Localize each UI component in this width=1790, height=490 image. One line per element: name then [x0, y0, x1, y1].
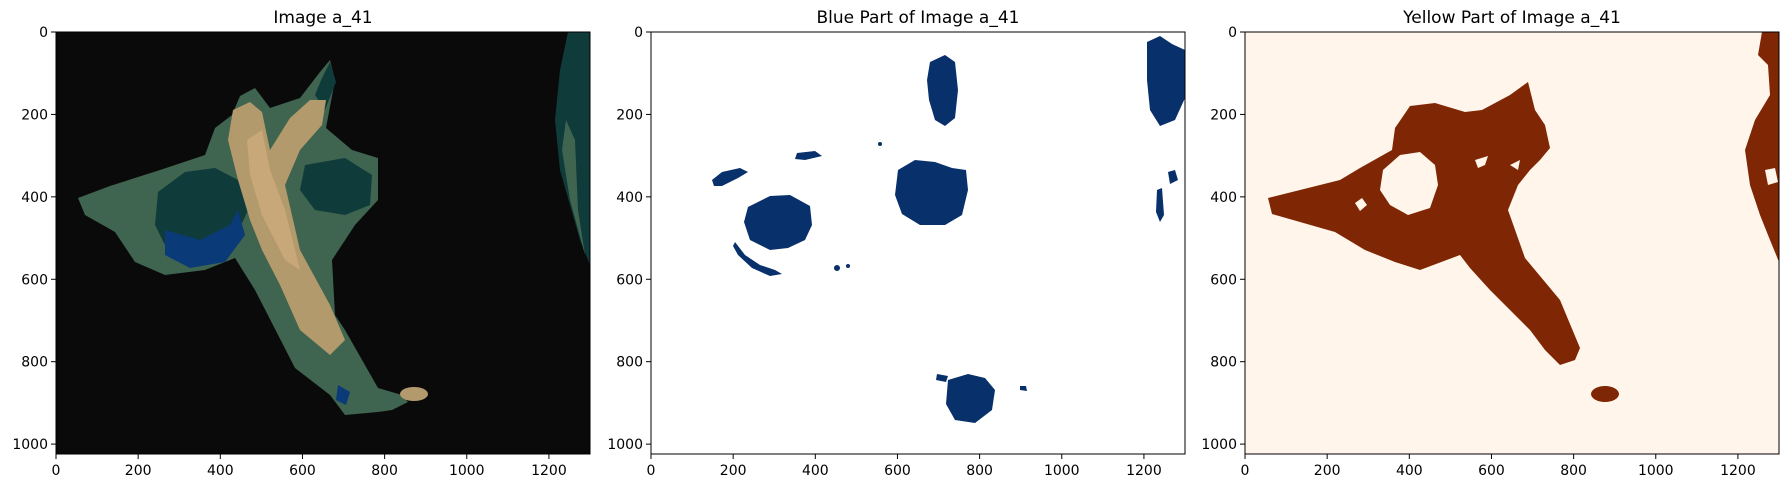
x-tick-label: 1200: [531, 463, 567, 479]
y-tick-label: 800: [616, 355, 643, 371]
y-tick-label: 600: [616, 272, 643, 288]
x-tick-label: 1200: [1720, 463, 1756, 479]
y-tick-label: 400: [1210, 190, 1237, 206]
x-tick-label: 600: [884, 463, 911, 479]
y-tick-label: 1000: [12, 437, 48, 453]
y-tick-label: 400: [616, 190, 643, 206]
y-tick-label: 400: [21, 190, 48, 206]
mask-dot: [846, 264, 850, 268]
y-tick-label: 600: [21, 272, 48, 288]
mask-blob: [946, 374, 995, 423]
x-tick-label: 0: [52, 463, 61, 479]
mask-hole: [1765, 168, 1778, 185]
mask-hole: [1355, 198, 1367, 211]
x-tick-label: 800: [1560, 463, 1587, 479]
y-tick-label: 800: [1210, 355, 1237, 371]
x-tick-label: 200: [720, 463, 747, 479]
panel-blue-mask: Blue Part of Image a_41 0 200 400 600 80: [607, 8, 1186, 479]
cell-tip-blob: [400, 387, 428, 401]
x-tick-label: 400: [802, 463, 829, 479]
mask-content: [712, 36, 1185, 423]
mask-blob: [712, 168, 748, 186]
mask-dot: [834, 265, 840, 271]
image-content: [78, 32, 590, 415]
cell-tip-dark: [315, 62, 336, 110]
panel-title: Blue Part of Image a_41: [817, 8, 1020, 28]
mask-hole: [1380, 152, 1438, 215]
y-tick-label: 0: [634, 25, 643, 41]
x-tick-label: 600: [1478, 463, 1505, 479]
mask-background: [651, 32, 1185, 454]
y-tick-label: 0: [39, 25, 48, 41]
mask-blob: [1020, 386, 1027, 391]
x-tick-label: 0: [1241, 463, 1250, 479]
cell-blue-spot: [336, 385, 350, 405]
y-tick-label: 800: [21, 355, 48, 371]
x-tick-label: 800: [966, 463, 993, 479]
mask-blob: [1156, 188, 1164, 222]
axes-frame: [650, 31, 1186, 455]
cell-body-highlight: [247, 130, 300, 270]
x-tick-label: 400: [207, 463, 234, 479]
mask-hole: [1475, 156, 1488, 168]
mask-hole: [1510, 160, 1520, 170]
cell-lobe-dark: [300, 158, 372, 215]
cell-blue-region: [165, 210, 245, 268]
edge-blob-highlight: [562, 120, 585, 255]
x-tick-label: 200: [125, 463, 152, 479]
y-tick-label: 1000: [607, 437, 643, 453]
mask-content: [1268, 32, 1779, 402]
panel-title: Yellow Part of Image a_41: [1402, 8, 1621, 28]
x-tick-label: 1000: [1044, 463, 1080, 479]
x-tick-label: 1200: [1126, 463, 1162, 479]
x-tick-label: 800: [371, 463, 398, 479]
panel-title: Image a_41: [273, 8, 372, 28]
x-tick-label: 200: [1314, 463, 1341, 479]
y-tick-label: 1000: [1201, 437, 1237, 453]
y-tick-label: 200: [616, 107, 643, 123]
axes-frame: [55, 31, 591, 455]
mask-blob: [733, 242, 782, 276]
axis-ticks: 0 200 400 600 800 1000 1200 0 200 400 600 800 1000: [12, 25, 566, 479]
mask-blob: [1147, 36, 1185, 126]
x-tick-label: 600: [289, 463, 316, 479]
mask-blob: [744, 195, 812, 250]
panel-yellow-mask: Yellow Part of Image a_41 0 200 400 600 800 1…: [1201, 8, 1780, 479]
x-tick-label: 0: [647, 463, 656, 479]
mask-tip-blob: [1591, 386, 1619, 402]
x-tick-label: 400: [1396, 463, 1423, 479]
y-tick-label: 200: [21, 107, 48, 123]
mask-blob: [795, 151, 822, 160]
y-tick-label: 200: [1210, 107, 1237, 123]
mask-blob: [927, 55, 958, 126]
x-tick-label: 1000: [1638, 463, 1674, 479]
mask-edge-blob: [1745, 32, 1779, 262]
panel-original: Image a_41 0 200 400 600 800 1000 1200 0 200 400 6…: [12, 8, 591, 479]
x-tick-label: 1000: [449, 463, 485, 479]
axis-ticks: 0 200 400 600 800 1000 1200 0 200 400 600 800 1000: [1201, 25, 1755, 479]
axis-ticks: 0 200 400 600 800 1000 1200 0 200 400 600 800 1000: [607, 25, 1161, 479]
y-tick-label: 600: [1210, 272, 1237, 288]
mask-blob: [895, 160, 968, 225]
axes-frame: [1244, 31, 1780, 455]
mask-main-body: [1268, 82, 1580, 365]
mask-dot: [878, 142, 882, 146]
y-tick-label: 0: [1228, 25, 1237, 41]
mask-blob: [1168, 170, 1178, 184]
mask-blob: [936, 374, 948, 382]
